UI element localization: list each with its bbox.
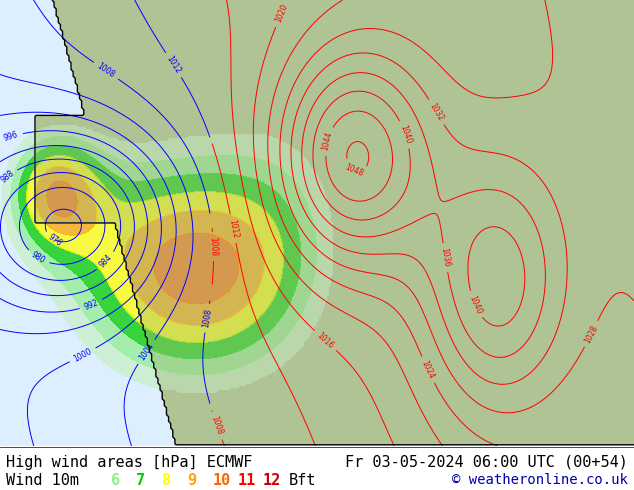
Text: 988: 988	[0, 169, 16, 185]
Text: 1040: 1040	[467, 294, 483, 316]
Text: 1016: 1016	[315, 331, 335, 350]
Text: 1024: 1024	[420, 359, 436, 380]
Text: 10: 10	[212, 473, 231, 488]
Text: 1044: 1044	[321, 131, 334, 151]
Text: 984: 984	[98, 253, 114, 270]
Text: 12: 12	[263, 473, 281, 488]
Text: 8: 8	[162, 473, 171, 488]
Text: © weatheronline.co.uk: © weatheronline.co.uk	[452, 473, 628, 487]
Text: 1012: 1012	[227, 219, 240, 239]
Text: 9: 9	[187, 473, 196, 488]
Text: 1000: 1000	[72, 346, 93, 364]
Text: 1008: 1008	[210, 415, 224, 436]
Text: 1032: 1032	[428, 101, 445, 122]
Text: 992: 992	[83, 298, 100, 312]
Text: 7: 7	[136, 473, 145, 488]
Text: High wind areas [hPa] ECMWF: High wind areas [hPa] ECMWF	[6, 455, 253, 470]
Text: 1008: 1008	[96, 62, 117, 80]
Text: 6: 6	[111, 473, 120, 488]
Text: Wind 10m: Wind 10m	[6, 473, 79, 488]
Text: 1028: 1028	[583, 323, 600, 344]
Text: 1004: 1004	[137, 341, 155, 362]
Text: 1048: 1048	[344, 163, 365, 178]
Text: 980: 980	[30, 250, 47, 266]
Text: 1040: 1040	[398, 124, 413, 145]
Text: 1036: 1036	[439, 247, 451, 268]
Text: Fr 03-05-2024 06:00 UTC (00+54): Fr 03-05-2024 06:00 UTC (00+54)	[345, 455, 628, 470]
Text: 976: 976	[46, 232, 63, 248]
Text: 1012: 1012	[165, 54, 183, 75]
Text: 1008: 1008	[209, 237, 218, 256]
Text: 1008: 1008	[201, 308, 213, 328]
Text: 1020: 1020	[273, 3, 289, 24]
Text: Bft: Bft	[288, 473, 316, 488]
Text: 11: 11	[238, 473, 256, 488]
Text: 996: 996	[3, 130, 20, 143]
